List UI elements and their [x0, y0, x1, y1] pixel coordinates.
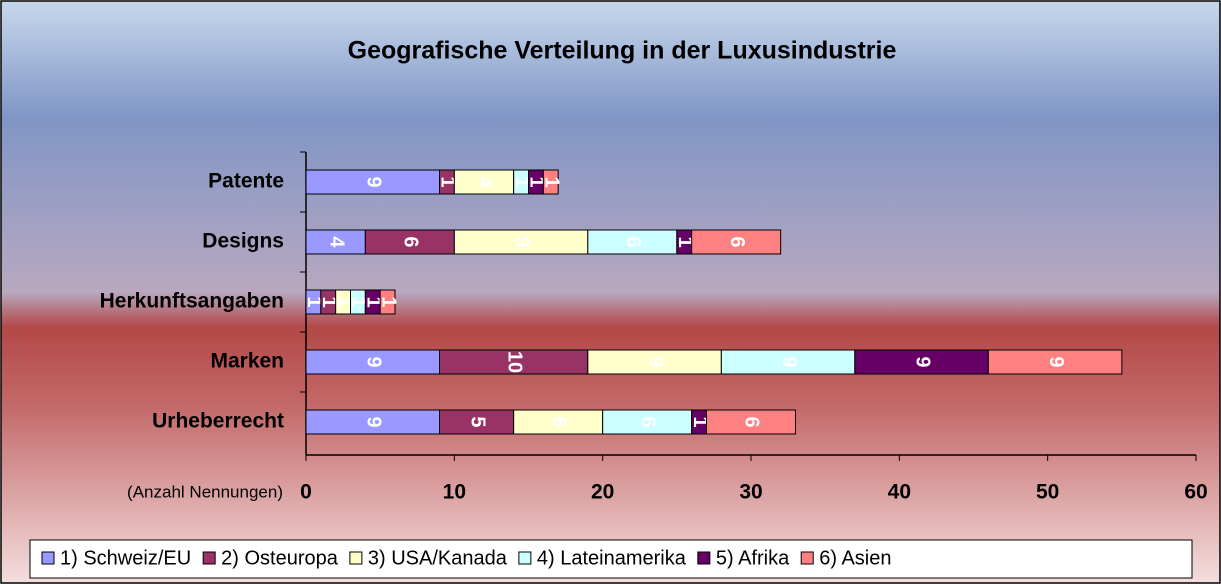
- data-label: 1: [333, 296, 355, 307]
- data-label: 6: [400, 236, 422, 247]
- data-label: 1: [437, 176, 459, 187]
- data-label: 1: [303, 296, 325, 307]
- x-tick-label: 60: [1184, 481, 1207, 504]
- x-tick-label: 40: [888, 481, 911, 504]
- data-label: 9: [644, 356, 666, 367]
- legend-swatch: [202, 551, 216, 565]
- data-label: 6: [741, 416, 763, 427]
- legend-box: [29, 539, 1193, 579]
- bar-segment: [513, 409, 604, 435]
- data-label: 9: [362, 356, 384, 367]
- bar-segment: [379, 289, 396, 315]
- data-label: 9: [778, 356, 800, 367]
- x-axis-label: (Anzahl Nennungen): [127, 482, 283, 501]
- data-label: 6: [548, 416, 570, 427]
- data-label: 1: [674, 236, 696, 247]
- data-label: 4: [474, 176, 496, 188]
- data-label: 1: [511, 176, 533, 187]
- x-tick-label: 0: [300, 481, 312, 504]
- bar-segment: [587, 229, 678, 255]
- legend-label: 3) USA/Kanada: [368, 547, 508, 569]
- data-label: 1: [540, 176, 562, 187]
- bar-segment: [691, 229, 782, 255]
- legend-swatch: [518, 551, 532, 565]
- chart-title: Geografische Verteilung in der Luxusindu…: [348, 37, 897, 65]
- data-label: 9: [911, 356, 933, 367]
- bar-segment: [987, 349, 1123, 375]
- bar-segment: [305, 349, 440, 375]
- x-tick-label: 50: [1036, 481, 1059, 504]
- data-label: 1: [362, 296, 384, 307]
- legend-label: 6) Asien: [819, 547, 891, 569]
- legend-label: 4) Lateinamerika: [537, 547, 687, 569]
- x-tick-label: 20: [591, 481, 614, 504]
- data-label: 1: [526, 176, 548, 187]
- data-label: 1: [348, 296, 370, 307]
- legend-label: 5) Afrika: [716, 547, 790, 569]
- legend-label: 1) Schweiz/EU: [60, 547, 191, 569]
- bar-segment: [439, 409, 515, 435]
- bar-segment: [439, 349, 589, 375]
- data-label: 4: [325, 236, 347, 248]
- legend-label: 2) Osteuropa: [221, 547, 339, 569]
- category-label: Urheberrecht: [152, 410, 284, 433]
- bar-segment: [706, 409, 796, 435]
- legend-swatch: [800, 551, 814, 565]
- data-label: 9: [362, 176, 384, 187]
- legend-swatch: [349, 551, 363, 565]
- category-label: Designs: [202, 230, 284, 253]
- bar-segment: [453, 169, 515, 195]
- bar-segment: [587, 349, 722, 375]
- data-label: 9: [511, 236, 533, 247]
- bar-segment: [305, 409, 440, 435]
- category-label: Herkunftsangaben: [100, 290, 284, 313]
- data-label: 6: [726, 236, 748, 247]
- legend-swatch: [697, 551, 711, 565]
- x-tick-label: 10: [443, 481, 466, 504]
- data-label: 1: [689, 416, 711, 427]
- legend-swatch: [41, 551, 55, 565]
- bar-segment: [453, 229, 589, 255]
- bar-segment: [542, 169, 559, 195]
- bar-segment: [305, 169, 440, 195]
- data-label: 9: [362, 416, 384, 427]
- data-label: 9: [1045, 356, 1067, 367]
- data-label: 6: [637, 416, 659, 427]
- data-label: 6: [622, 236, 644, 247]
- data-label: 5: [466, 416, 488, 427]
- category-label: Marken: [210, 350, 284, 373]
- bar-segment: [364, 229, 455, 255]
- x-tick-label: 30: [739, 481, 762, 504]
- data-label: 10: [503, 351, 525, 373]
- data-label: 1: [318, 296, 340, 307]
- category-label: Patente: [208, 170, 284, 193]
- data-label: 1: [377, 296, 399, 307]
